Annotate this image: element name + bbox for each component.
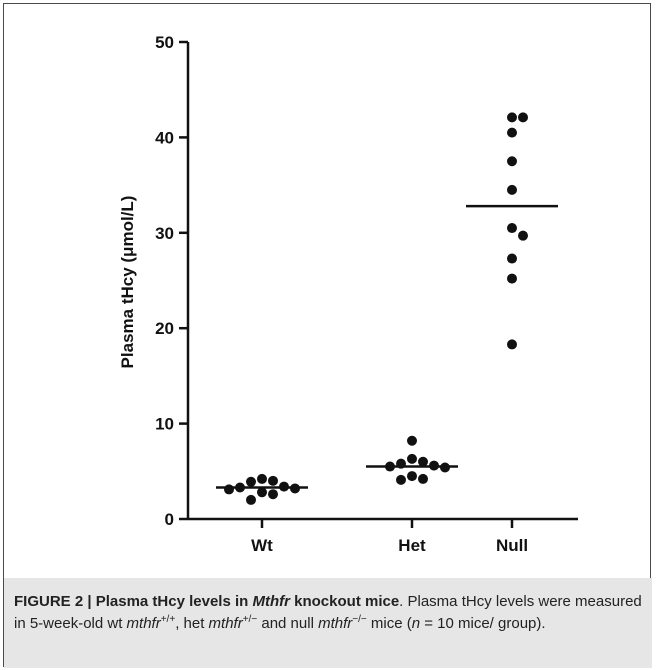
- figure-caption: FIGURE 2 | Plasma tHcy levels in Mthfr k…: [4, 578, 652, 668]
- y-tick-label: 30: [155, 224, 174, 243]
- data-point-null: [518, 230, 528, 241]
- data-point-wt: [257, 473, 267, 484]
- y-tick-label: 50: [155, 33, 174, 52]
- x-tick-label-wt: Wt: [251, 536, 273, 555]
- caption-text: , het: [175, 615, 209, 632]
- y-tick-label: 20: [155, 319, 174, 338]
- caption-het-genotype: +/−: [242, 614, 258, 625]
- y-tick-label: 10: [155, 415, 174, 434]
- caption-text: . Plasma tHcy levels were measured in 5-…: [14, 593, 642, 632]
- y-tick-label: 40: [155, 128, 174, 147]
- x-tick-label-het: Het: [398, 536, 426, 555]
- data-point-null: [518, 112, 528, 123]
- data-point-null: [507, 273, 517, 284]
- data-point-het: [418, 473, 428, 484]
- y-axis-label: Plasma tHcy (μmol/L): [118, 196, 137, 369]
- data-point-het: [407, 435, 417, 446]
- data-point-het: [407, 453, 417, 464]
- caption-title: FIGURE 2 | Plasma tHcy levels in Mthfr k…: [14, 593, 399, 610]
- data-point-wt: [246, 476, 256, 487]
- data-point-wt: [246, 494, 256, 505]
- data-point-het: [418, 456, 428, 467]
- data-point-null: [507, 223, 517, 234]
- caption-figure-label: FIGURE 2 | Plasma tHcy levels in: [14, 593, 253, 610]
- data-point-null: [507, 112, 517, 123]
- caption-n-symbol: n: [411, 615, 421, 632]
- caption-gene: Mthfr: [252, 593, 290, 610]
- x-tick-label-null: Null: [496, 536, 528, 555]
- caption-title-rest: knockout mice: [289, 593, 400, 610]
- caption-wt-gene: mthfr: [126, 615, 161, 632]
- caption-text: and null: [257, 615, 319, 632]
- data-point-wt: [224, 484, 234, 495]
- data-point-het: [407, 471, 417, 482]
- scatter-chart: 0 10 20 30 40 50 Wt Het Null Plasma tHcy (μmol/L…: [118, 33, 578, 555]
- caption-text: = 10 mice/ group).: [420, 615, 546, 632]
- data-point-het: [396, 474, 406, 485]
- data-point-wt: [268, 475, 278, 486]
- caption-null-genotype: −/−: [352, 614, 367, 625]
- data-point-null: [507, 253, 517, 264]
- data-point-wt: [257, 487, 267, 498]
- marks-layer: [216, 112, 558, 505]
- data-point-null: [507, 184, 517, 195]
- data-point-wt: [268, 489, 278, 500]
- axes-layer: 0 10 20 30 40 50 Wt Het Null: [155, 33, 578, 555]
- data-point-null: [507, 156, 517, 167]
- caption-null-gene: mthfr: [318, 615, 353, 632]
- caption-het-gene: mthfr: [208, 615, 243, 632]
- caption-text: mice (: [366, 615, 412, 632]
- figure-panel: 0 10 20 30 40 50 Wt Het Null Plasma tHcy (μmol/L…: [3, 3, 652, 668]
- data-point-null: [507, 127, 517, 138]
- data-point-null: [507, 339, 517, 350]
- y-tick-label: 0: [165, 510, 174, 529]
- caption-wt-genotype: +/+: [160, 614, 176, 625]
